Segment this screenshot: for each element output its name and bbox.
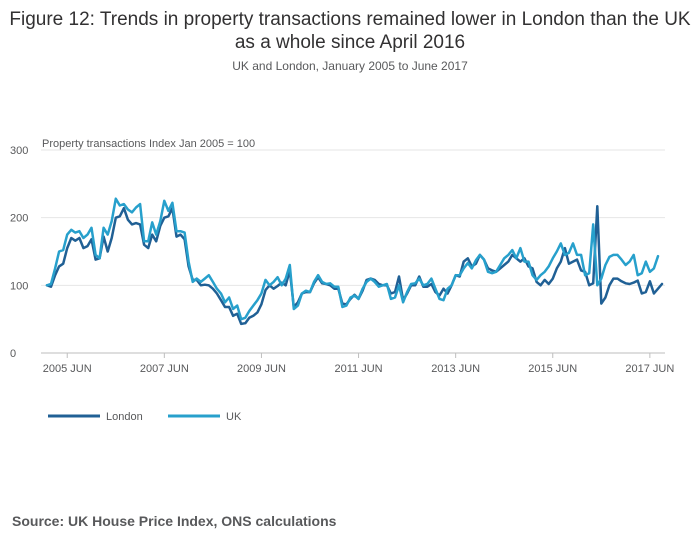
legend-label-uk: UK bbox=[226, 411, 242, 423]
chart-subtitle: UK and London, January 2005 to June 2017 bbox=[232, 59, 468, 73]
series-line-uk bbox=[45, 197, 660, 321]
x-tick-label: 2017 JUN bbox=[625, 363, 674, 375]
source-note: Source: UK House Price Index, ONS calcul… bbox=[12, 513, 337, 529]
y-tick-label: 0 bbox=[10, 348, 16, 360]
x-tick-label: 2015 JUN bbox=[528, 363, 577, 375]
y-tick-label: 200 bbox=[10, 213, 28, 225]
x-tick-label: 2005 JUN bbox=[43, 363, 92, 375]
y-axis-label: Property transactions Index Jan 2005 = 1… bbox=[42, 138, 255, 150]
chart-title: Figure 12: Trends in property transactio… bbox=[9, 9, 691, 53]
x-tick-label: 2013 JUN bbox=[431, 363, 480, 375]
legend-label-london: London bbox=[106, 411, 143, 423]
x-tick-label: 2011 JUN bbox=[334, 363, 382, 375]
x-tick-label: 2007 JUN bbox=[140, 363, 189, 375]
y-tick-label: 300 bbox=[10, 145, 28, 157]
y-tick-label: 100 bbox=[10, 280, 28, 292]
x-tick-label: 2009 JUN bbox=[237, 363, 286, 375]
series-line-london bbox=[45, 204, 664, 326]
